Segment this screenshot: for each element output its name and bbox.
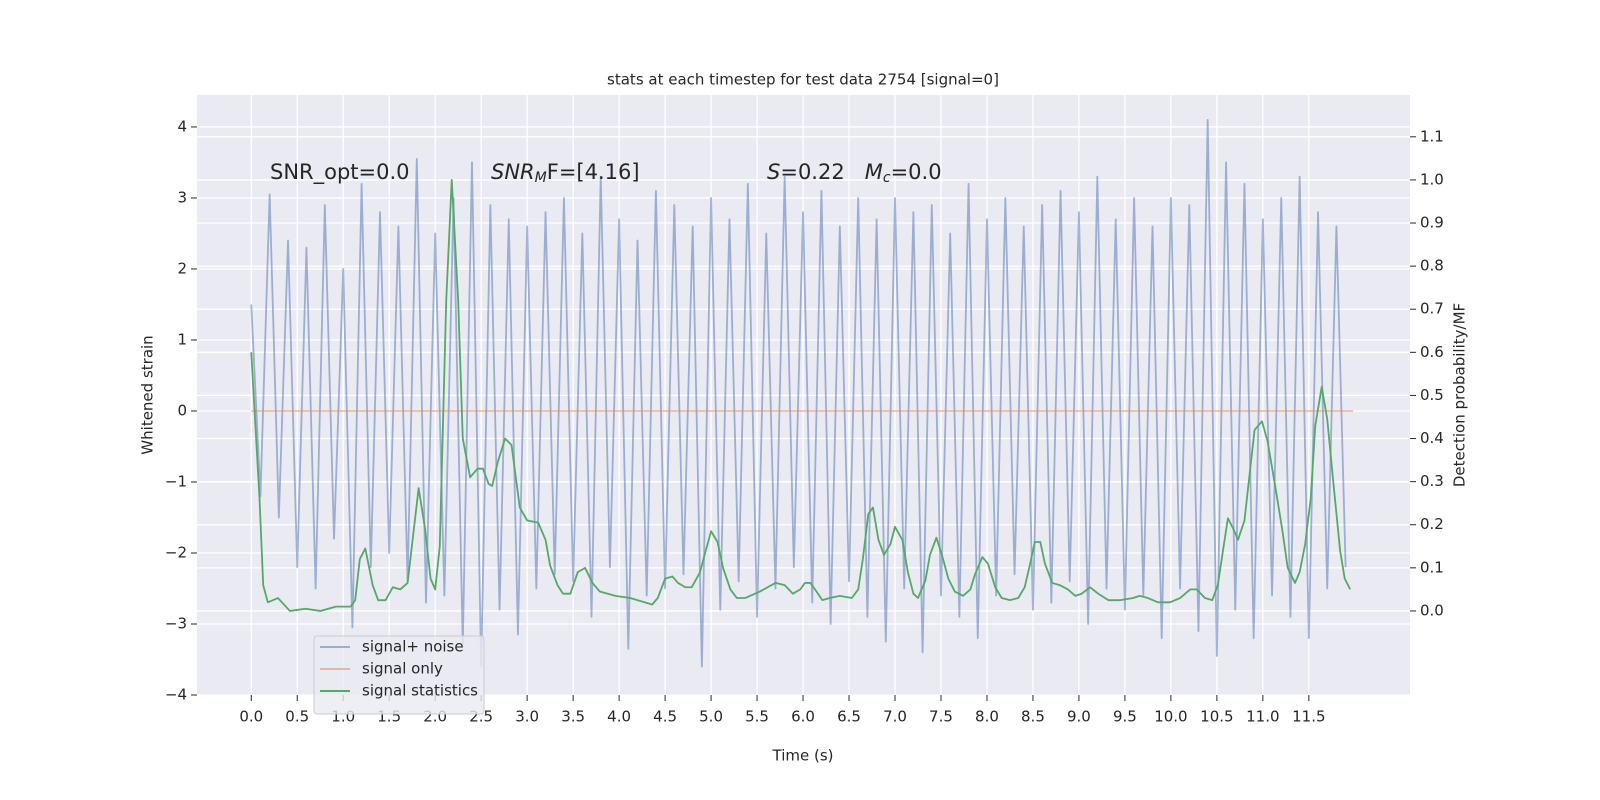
- y2-tick-label: 0.0: [1420, 601, 1444, 619]
- x-tick-label: 4.5: [653, 708, 677, 726]
- x-tick-label: 11.5: [1292, 708, 1325, 726]
- x-tick-label: 5.0: [699, 708, 723, 726]
- y-tick-label: −3: [165, 614, 187, 632]
- annotation: SNRMF=[4.16]: [491, 160, 640, 186]
- chart-title: stats at each timestep for test data 275…: [607, 71, 999, 89]
- y-tick-label: −1: [165, 472, 187, 490]
- y-tick-label: 1: [177, 330, 187, 348]
- y-tick-label: 4: [177, 117, 187, 135]
- x-tick-label: 10.0: [1154, 708, 1187, 726]
- y2-tick-label: 0.1: [1420, 558, 1444, 576]
- marks: [250, 118, 1353, 668]
- series-line: [250, 179, 1352, 612]
- annotation: SNR_opt=0.0: [270, 160, 410, 185]
- y2-tick-label: 1.1: [1420, 127, 1444, 145]
- y2-tick-label: 0.5: [1420, 386, 1444, 404]
- y2-tick-label: 0.8: [1420, 257, 1444, 275]
- x-tick-label: 8.0: [975, 708, 999, 726]
- y2-tick-label: 0.7: [1420, 300, 1444, 318]
- y2-tick-label: 0.3: [1420, 472, 1444, 490]
- legend-label: signal statistics: [362, 682, 478, 700]
- y-tick-label: 0: [177, 401, 187, 419]
- series-line: [250, 118, 1347, 668]
- y-tick-label: −2: [165, 543, 187, 561]
- x-tick-label: 4.0: [607, 708, 631, 726]
- y-tick-label: −4: [165, 686, 187, 704]
- labels: 0.0 0.5 1.0 1.5 2.0 2.5 3.0 3.5 4.0 4.5 5.0 5.5 6.0 6…: [165, 117, 1444, 725]
- y-tick-label: 2: [177, 259, 187, 277]
- y2-tick-label: 1.0: [1420, 170, 1444, 188]
- x-tick-label: 0.5: [285, 708, 309, 726]
- legend-box: [313, 635, 485, 715]
- x-tick-label: 9.5: [1113, 708, 1137, 726]
- annotation-part: c: [883, 170, 891, 186]
- annotation-part: =0.0: [891, 160, 942, 184]
- annotation-part: SNR_opt=0.0: [270, 160, 410, 185]
- legend-label: signal only: [362, 660, 443, 678]
- y-tick-label: 3: [177, 188, 187, 206]
- y2-tick-label: 0.9: [1420, 214, 1444, 232]
- annotation-part: S: [767, 160, 780, 184]
- annotation-part: M: [865, 160, 883, 184]
- x-tick-label: 3.0: [515, 708, 539, 726]
- x-tick-label: 7.5: [929, 708, 953, 726]
- x-tick-label: 8.5: [1021, 708, 1045, 726]
- y2-axis-label: Detection probability/MF: [1451, 303, 1469, 487]
- x-tick-label: 0.0: [239, 708, 263, 726]
- y-axis-label: Whitened strain: [139, 335, 157, 454]
- x-tick-label: 11.0: [1246, 708, 1279, 726]
- legend-label: signal+ noise: [362, 638, 464, 656]
- annotation: S=0.22 Mc=0.0: [767, 160, 942, 186]
- annotation-part: F=[4.16]: [547, 160, 640, 184]
- x-axis-label: Time (s): [772, 747, 834, 765]
- annotation-part: SNR: [491, 160, 535, 184]
- annotation-part: =0.22: [780, 160, 864, 184]
- y2-tick-label: 0.4: [1420, 429, 1444, 447]
- y2-tick-label: 0.6: [1420, 343, 1444, 361]
- x-tick-label: 6.5: [837, 708, 861, 726]
- x-tick-label: 10.5: [1200, 708, 1233, 726]
- x-tick-label: 3.5: [561, 708, 585, 726]
- x-tick-label: 9.0: [1067, 708, 1091, 726]
- x-tick-label: 7.0: [883, 708, 907, 726]
- x-tick-label: 5.5: [745, 708, 769, 726]
- y2-tick-label: 0.2: [1420, 515, 1444, 533]
- x-tick-label: 6.0: [791, 708, 815, 726]
- annotation-part: M: [535, 170, 547, 186]
